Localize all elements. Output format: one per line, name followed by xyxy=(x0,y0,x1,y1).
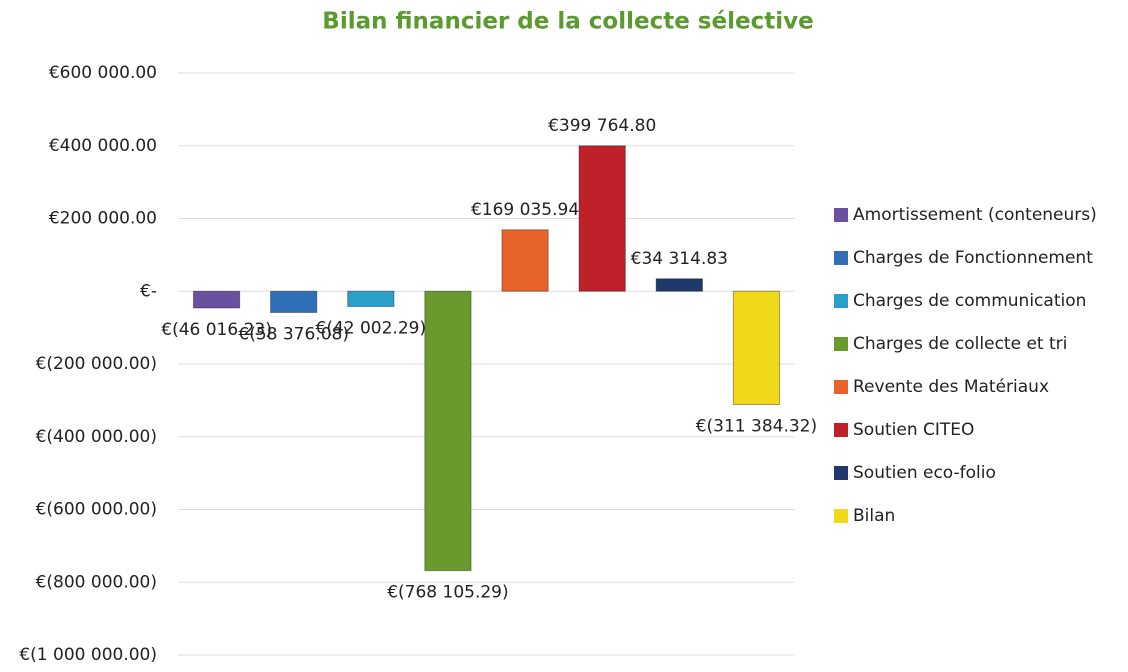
legend-label: Charges de Fonctionnement xyxy=(853,248,1093,268)
bar xyxy=(424,290,472,572)
legend-swatch xyxy=(834,251,848,265)
y-tick-label: €(200 000.00) xyxy=(36,354,157,374)
bar xyxy=(501,229,549,292)
value-label: €169 035.94 xyxy=(471,200,579,220)
legend-swatch xyxy=(834,337,848,351)
legend-swatch xyxy=(834,423,848,437)
y-tick-label: €- xyxy=(140,281,157,301)
legend-label: Bilan xyxy=(853,506,895,526)
y-tick-label: €600 000.00 xyxy=(49,63,157,83)
legend-label: Revente des Matériaux xyxy=(853,377,1049,397)
y-tick-label: €400 000.00 xyxy=(49,136,157,156)
legend-swatch xyxy=(834,509,848,523)
bar xyxy=(732,290,781,406)
legend-label: Amortissement (conteneurs) xyxy=(853,205,1097,225)
legend-swatch xyxy=(834,380,848,394)
chart-title: Bilan financier de la collecte sélective xyxy=(322,9,813,35)
legend-swatch xyxy=(834,294,848,308)
value-label: €(311 384.32) xyxy=(696,417,817,437)
value-label: €(58 376.08) xyxy=(238,324,349,344)
value-label: €34 314.83 xyxy=(631,249,728,269)
legend-swatch xyxy=(834,466,848,480)
legend-label: Charges de collecte et tri xyxy=(853,334,1067,354)
bar xyxy=(192,290,241,309)
bar xyxy=(347,290,395,308)
bar xyxy=(578,145,626,292)
legend-swatch xyxy=(834,208,848,222)
bar xyxy=(655,278,703,292)
value-label: €(46 016.23) xyxy=(161,320,272,340)
legend-label: Soutien eco-folio xyxy=(853,463,996,483)
y-tick-label: €(600 000.00) xyxy=(36,500,157,520)
y-tick-label: €(800 000.00) xyxy=(36,572,157,592)
legend-label: Charges de communication xyxy=(853,291,1086,311)
value-label: €399 764.80 xyxy=(548,116,656,136)
y-tick-label: €(400 000.00) xyxy=(36,427,157,447)
y-tick-label: €(1 000 000.00) xyxy=(19,645,157,665)
y-tick-label: €200 000.00 xyxy=(49,209,157,229)
value-label: €(768 105.29) xyxy=(387,583,508,603)
value-label: €(42 002.29) xyxy=(316,319,427,339)
legend-label: Soutien CITEO xyxy=(853,420,974,440)
bar xyxy=(270,290,318,313)
